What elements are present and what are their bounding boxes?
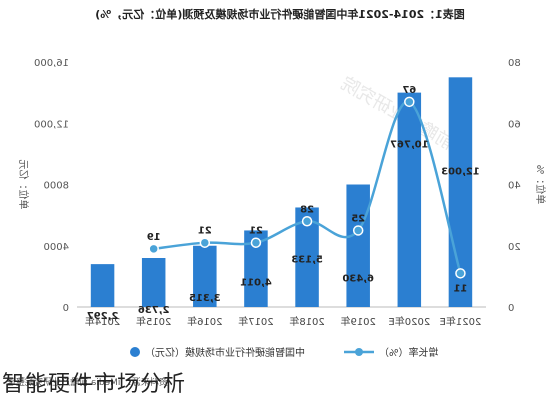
bar-value-label: 2,297 (87, 311, 119, 322)
line-point (199, 237, 211, 248)
legend-label-bar: 中国智能硬件行业市场规模（亿元） (145, 346, 305, 359)
category-label: 2020年E (388, 315, 430, 328)
bar (90, 264, 115, 307)
bar (346, 184, 370, 307)
growth-rate-line (153, 100, 462, 274)
right-tick-label: 16,000 (34, 58, 69, 69)
line-point (148, 243, 159, 255)
mirrored-chart: 图表1：2014-2021年中国智能硬件行业市场规模及预测(单位：亿元，%) 前… (7, 7, 547, 388)
chart-title: 图表1：2014-2021年中国智能硬件行业市场规模及预测(单位：亿元，%) (95, 7, 465, 21)
line-value-label: 25 (351, 213, 365, 224)
legend-label-line: 增长率（%） (379, 346, 439, 359)
right-axis-label: 单位：亿元 (17, 160, 30, 210)
category-label: 2019年 (340, 315, 375, 328)
line-value-label: 28 (300, 204, 314, 215)
category-label: 2021年E (440, 315, 482, 328)
bar-value-label: 10,767 (390, 140, 429, 151)
line-value-label: 67 (402, 85, 416, 96)
right-tick-label: 8000 (44, 181, 69, 192)
right-tick-label: 12,000 (34, 119, 69, 130)
bars-group (90, 77, 473, 307)
left-tick-label: 60 (508, 119, 521, 130)
left-tick-label: 20 (508, 242, 521, 253)
line-value-label: 21 (198, 226, 212, 237)
bar-value-label: 2,736 (138, 305, 170, 316)
bar-value-label: 12,003 (441, 166, 480, 177)
line-point (404, 96, 415, 108)
bar (141, 258, 166, 307)
line-value-label: 21 (249, 226, 263, 237)
line-group: 12,003 10,767 6,430 5,133 4,011 3,315 2,736 2,2… (87, 85, 480, 322)
bar-value-label: 5,133 (291, 254, 323, 265)
bar (193, 245, 217, 307)
bar-value-label: 4,011 (240, 277, 272, 288)
left-axis-label: 单位：% (534, 165, 547, 205)
line-value-label: 11 (453, 283, 467, 294)
legend-swatch-bar (130, 347, 140, 357)
left-tick-label: 40 (508, 181, 521, 192)
legend: 中国智能硬件行业市场规模（亿元） 增长率（%） (130, 346, 439, 359)
right-tick-label: 0 (63, 303, 69, 314)
bar (244, 230, 268, 307)
bar (295, 207, 319, 307)
line-point (250, 237, 262, 248)
category-label: 2017年 (238, 315, 273, 328)
line-point (455, 268, 466, 279)
bar-value-label: 6,430 (342, 274, 374, 285)
category-label: 2018年 (289, 315, 324, 328)
line-value-label: 19 (147, 232, 161, 243)
caption-text: 智能硬件市场分析 (2, 372, 187, 397)
category-label: 2016年 (187, 315, 222, 328)
bar-value-label: 3,315 (189, 293, 221, 304)
line-point (301, 216, 313, 227)
left-tick-label: 0 (508, 303, 514, 314)
category-label: 2014年 (85, 315, 120, 328)
category-label: 2015年 (136, 315, 171, 328)
source-note: 资料来源：iiMedia 前瞻产业研究院整理 (7, 376, 168, 388)
right-tick-label: 4000 (44, 242, 69, 253)
legend-swatch-line-dot (355, 348, 363, 356)
line-point (352, 225, 364, 236)
axes-group: 0 20 40 60 80 0 4000 8000 12,000 16,000 单位：% 单位：亿元 2… (17, 58, 547, 328)
bar (397, 92, 422, 307)
left-tick-label: 80 (508, 58, 521, 69)
